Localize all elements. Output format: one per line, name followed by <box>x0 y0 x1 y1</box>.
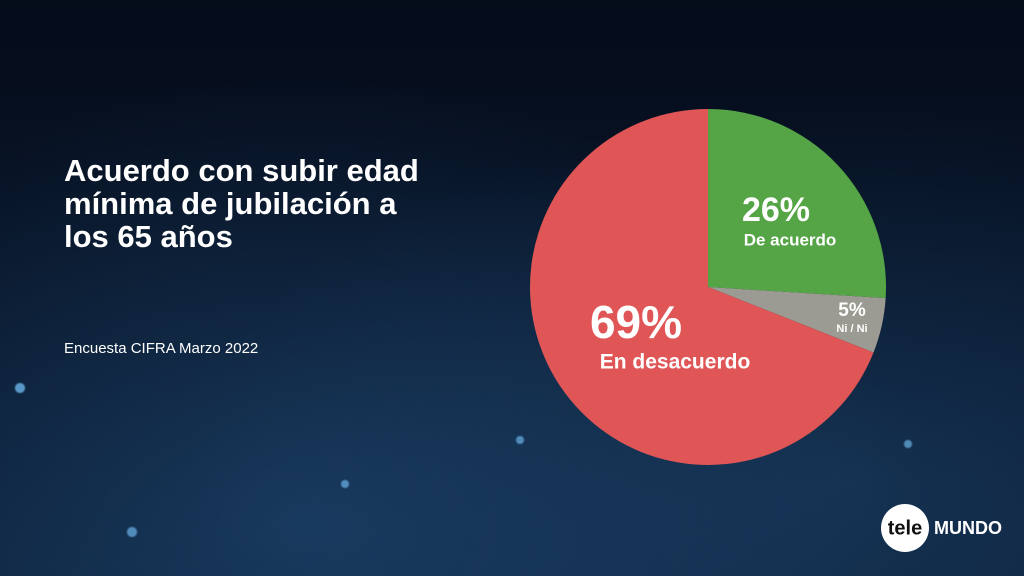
value-label: 5% <box>838 300 866 321</box>
value-label: 69% <box>590 296 682 348</box>
title: Acuerdo con subir edad mínima de jubilac… <box>64 153 419 254</box>
pie-slice <box>708 287 886 353</box>
logo-left: tele <box>888 517 922 539</box>
logo-right: MUNDO <box>934 518 1002 538</box>
category-label: De acuerdo <box>744 230 837 249</box>
category-label: En desacuerdo <box>600 351 751 374</box>
value-label: 26% <box>742 191 810 229</box>
pie-slice <box>708 109 887 299</box>
subtitle: Encuesta CIFRA Marzo 2022 <box>64 340 259 357</box>
category-label: Ni / Ni <box>836 323 867 335</box>
pie-slice <box>530 109 874 465</box>
logo-badge <box>881 504 929 552</box>
